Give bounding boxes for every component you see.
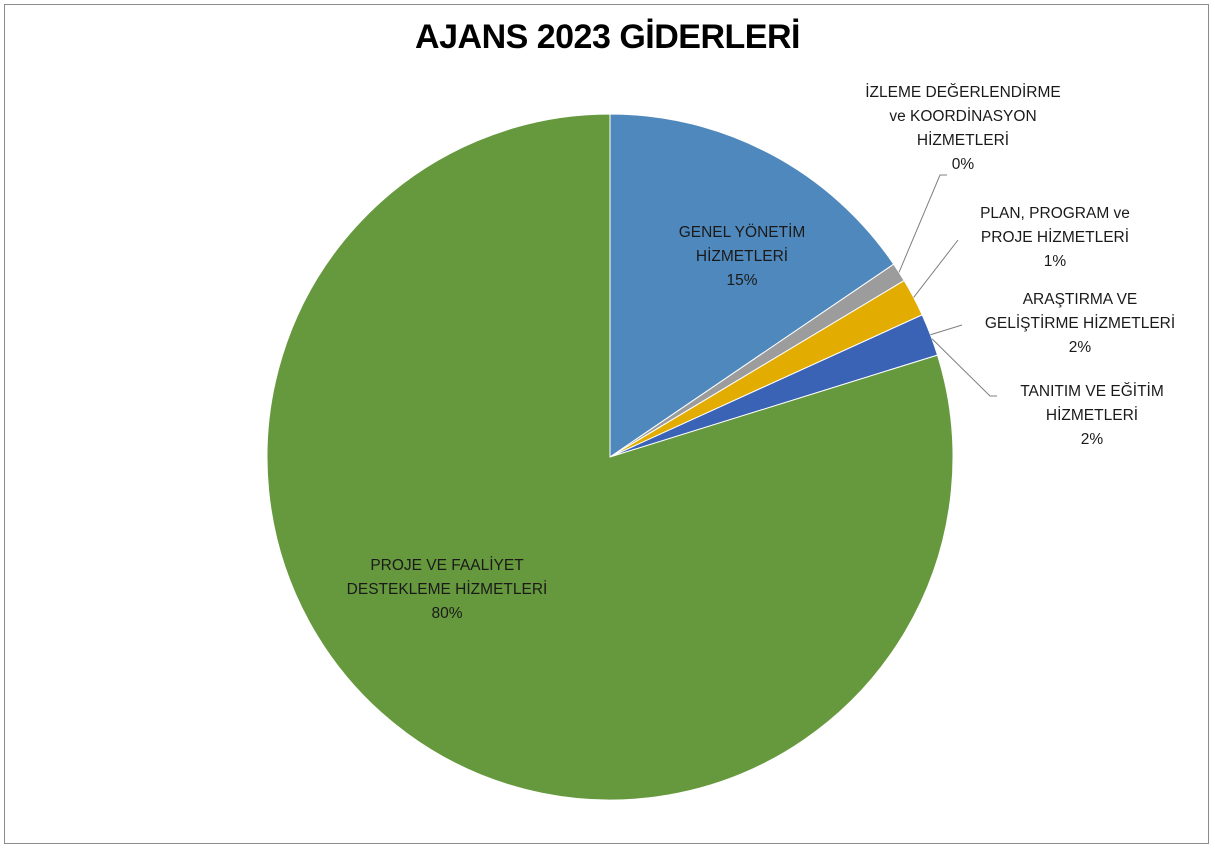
data-label-0: GENEL YÖNETİM HİZMETLERİ 15% — [679, 223, 806, 289]
data-label-4: TANITIM VE EĞİTİM HİZMETLERİ 2% — [1020, 382, 1164, 448]
leader-line-2 — [913, 239, 959, 298]
data-label-1: İZLEME DEĞERLENDİRME ve KOORDİNASYON HİZME… — [865, 83, 1061, 173]
data-label-3: ARAŞTIRMA VE GELİŞTİRME HİZMETLERİ 2% — [985, 291, 1175, 356]
leader-line-3 — [930, 324, 963, 336]
pie-slice-4 — [266, 113, 954, 801]
data-label-5: PROJE VE FAALİYET DESTEKLEME HİZMETLERİ 80… — [347, 556, 548, 622]
pie-slice-0 — [609, 113, 895, 458]
chart-title: AJANS 2023 GİDERLERİ — [415, 18, 800, 56]
leader-line-4 — [931, 338, 997, 397]
data-label-2: PLAN, PROGRAM ve PROJE HİZMETLERİ 1% — [980, 205, 1130, 270]
leader-line-1 — [898, 174, 947, 273]
